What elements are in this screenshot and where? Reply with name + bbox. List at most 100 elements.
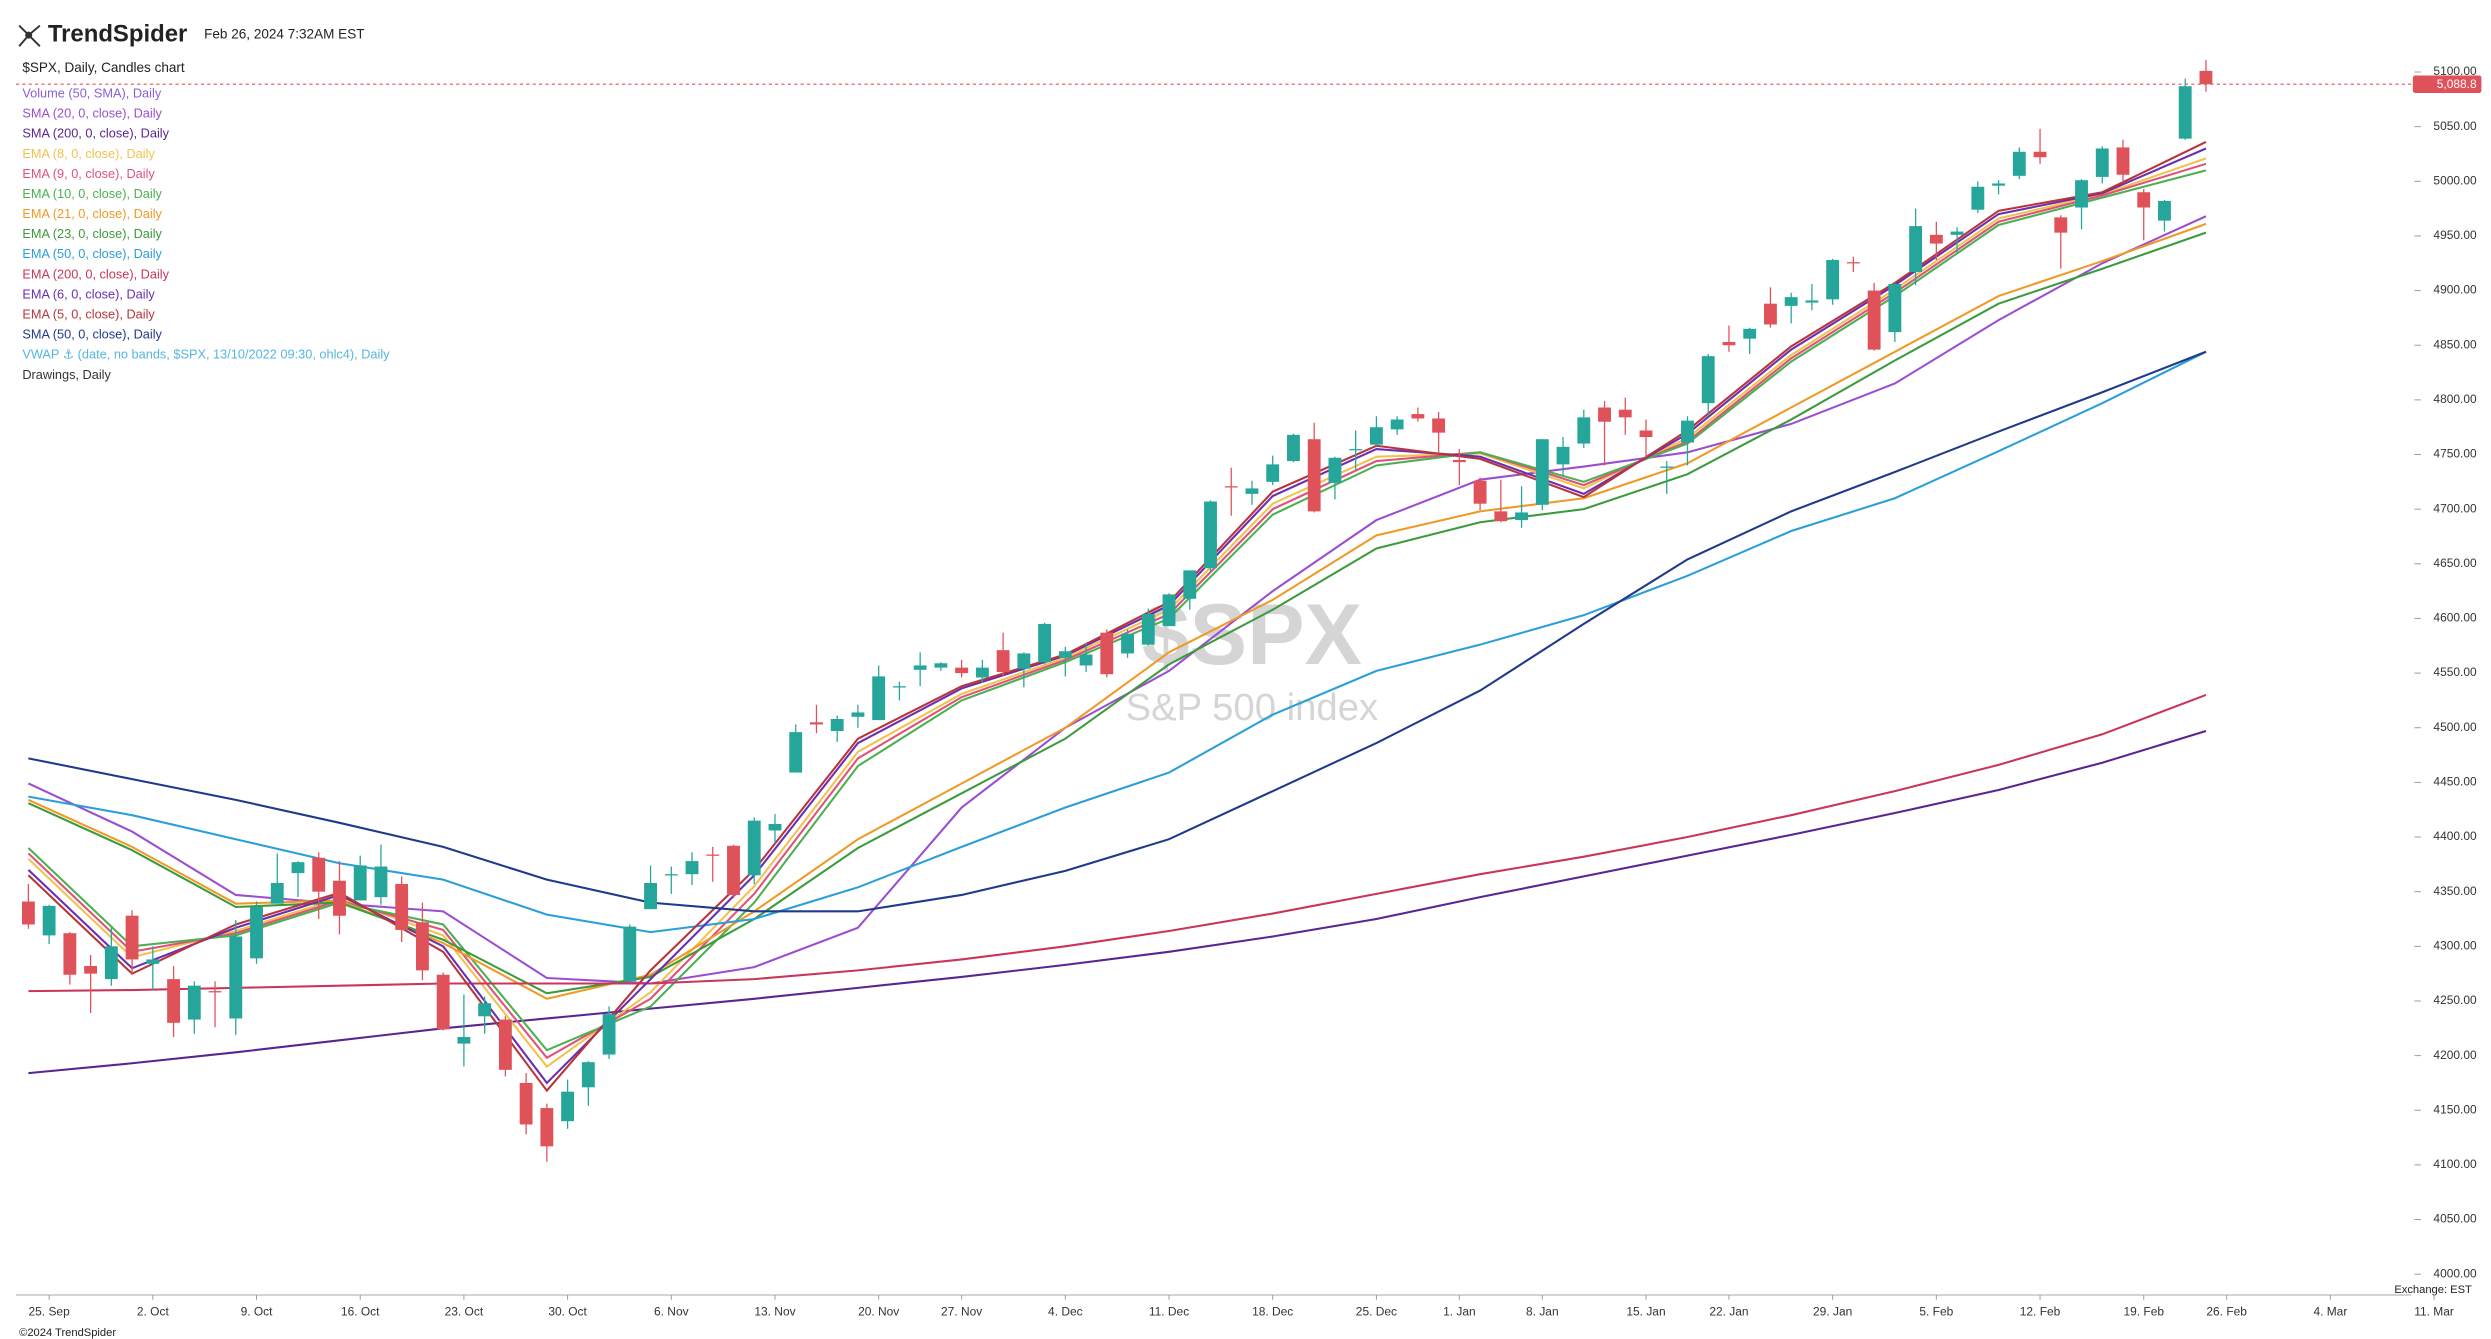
- x-tick-label: 16. Oct: [341, 1305, 380, 1319]
- candle-body: [167, 979, 180, 1023]
- indicator-line: [27, 215, 2207, 985]
- candle-body: [1058, 651, 1072, 658]
- candle-body: [457, 1037, 471, 1044]
- legend-entry: EMA (10, 0, close), Daily: [22, 186, 162, 201]
- candle-body: [333, 880, 346, 916]
- brand: TrendSpider: [48, 20, 187, 47]
- candle-body: [1577, 417, 1591, 444]
- x-tick-label: 15. Jan: [1626, 1305, 1665, 1319]
- candle-body: [1307, 439, 1321, 512]
- x-tick-label: 5. Feb: [1919, 1305, 1953, 1319]
- candle-body: [1411, 414, 1425, 419]
- candle-body: [208, 991, 222, 993]
- x-tick-label: 4. Dec: [1048, 1305, 1083, 1319]
- y-tick-label: 5000.00: [2433, 173, 2477, 187]
- candle-body: [851, 712, 865, 717]
- candle-body: [1598, 407, 1611, 422]
- logo-icon: [18, 24, 41, 47]
- candle-body: [1784, 297, 1798, 306]
- candle-body: [1743, 328, 1757, 339]
- candle-body: [1639, 430, 1653, 438]
- legend-entry: EMA (23, 0, close), Daily: [22, 226, 162, 241]
- candle-body: [353, 865, 367, 901]
- candle-body: [830, 718, 844, 732]
- indicator-line: [27, 141, 2207, 1093]
- x-tick-label: 25. Sep: [29, 1305, 71, 1319]
- candle-body: [789, 732, 803, 773]
- last-price-box: [2412, 75, 2482, 94]
- candle-body: [1764, 303, 1777, 325]
- legend-entry: SMA (50, 0, close), Daily: [22, 327, 162, 342]
- candle-body: [872, 676, 886, 721]
- candles: [21, 59, 2213, 1162]
- indicator-lines: [27, 141, 2207, 1093]
- y-tick-label: 4250.00: [2433, 993, 2477, 1007]
- candle-body: [1245, 488, 1259, 494]
- y-tick-label: 4150.00: [2433, 1102, 2477, 1116]
- y-tick-label: 5100.00: [2433, 64, 2477, 78]
- timestamp: Feb 26, 2024 7:32AM EST: [204, 27, 364, 42]
- candle-body: [602, 1014, 616, 1055]
- candle-body: [2033, 151, 2047, 158]
- x-tick-label: 22. Jan: [1709, 1305, 1748, 1319]
- candle-body: [2012, 151, 2026, 176]
- legend-entry: EMA (50, 0, close), Daily: [22, 246, 162, 261]
- legend-entry: EMA (21, 0, close), Daily: [22, 206, 162, 221]
- y-tick-label: 4650.00: [2433, 556, 2477, 570]
- chart-label: $SPX, Daily, Candles chart: [22, 60, 185, 75]
- x-tick-label: 27. Nov: [941, 1305, 982, 1319]
- candle-body: [1328, 457, 1342, 483]
- x-tick-label: 30. Oct: [548, 1305, 587, 1319]
- copyright: ©2024 TrendSpider: [19, 1327, 116, 1339]
- candle-body: [1162, 594, 1176, 627]
- legend-entry: EMA (9, 0, close), Daily: [22, 166, 155, 181]
- candle-body: [1826, 259, 1840, 300]
- x-tick-label: 2. Oct: [137, 1305, 170, 1319]
- candle-body: [1100, 632, 1114, 675]
- watermark-subtitle: S&P 500 index: [1126, 686, 1378, 729]
- candle-body: [1556, 446, 1570, 465]
- candle-body: [1681, 420, 1694, 443]
- candle-body: [1867, 290, 1881, 350]
- candle-body: [2199, 70, 2213, 85]
- y-tick-label: 4900.00: [2433, 283, 2477, 297]
- candle-body: [2178, 86, 2192, 139]
- candle-body: [1515, 512, 1529, 521]
- candle-body: [1204, 501, 1217, 569]
- candle-body: [561, 1091, 575, 1122]
- legend-entry: VWAP ⚓ (date, no bands, $SPX, 13/10/2022…: [22, 347, 390, 362]
- indicator-line: [27, 162, 2207, 1060]
- candle-body: [955, 667, 969, 674]
- legend-entry: SMA (200, 0, close), Daily: [22, 126, 169, 141]
- candle-body: [1038, 623, 1052, 663]
- candle-body: [581, 1062, 595, 1088]
- candle-body: [1701, 356, 1715, 404]
- legend-entry: Volume (50, SMA), Daily: [22, 85, 162, 100]
- candle-body: [519, 1082, 533, 1125]
- candle-body: [2137, 192, 2151, 208]
- candle-body: [768, 823, 782, 831]
- candle-body: [291, 862, 305, 874]
- x-tick-label: 13. Nov: [754, 1305, 795, 1319]
- candle-body: [540, 1108, 554, 1147]
- candle-body: [1535, 439, 1549, 505]
- x-tick-label: 6. Nov: [654, 1305, 689, 1319]
- candle-body: [1121, 633, 1134, 654]
- candle-body: [312, 857, 326, 892]
- x-tick-label: 11. Dec: [1149, 1305, 1189, 1319]
- candle-body: [2054, 217, 2068, 233]
- y-tick-label: 4800.00: [2433, 392, 2477, 406]
- candle-body: [1224, 486, 1238, 488]
- candle-body: [478, 1003, 492, 1017]
- indicator-line: [27, 169, 2207, 1052]
- y-tick-label: 4600.00: [2433, 611, 2477, 625]
- candle-body: [2158, 200, 2171, 221]
- candle-body: [1141, 614, 1155, 645]
- x-tick-label: 23. Oct: [445, 1305, 484, 1319]
- legend-entry: EMA (200, 0, close), Daily: [22, 266, 169, 281]
- candle-body: [1971, 186, 1985, 210]
- y-tick-label: 4000.00: [2433, 1266, 2477, 1280]
- candle-body: [1390, 419, 1404, 430]
